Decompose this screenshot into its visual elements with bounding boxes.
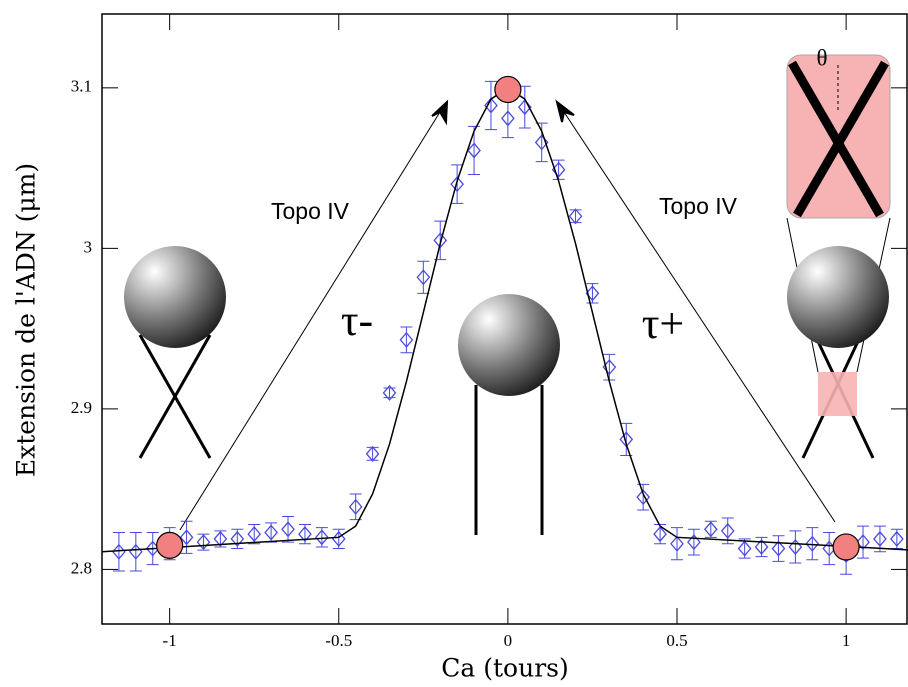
data-point xyxy=(568,208,583,225)
error-bar xyxy=(569,209,582,224)
x-tick-label: 0.5 xyxy=(666,631,687,650)
data-point xyxy=(687,534,701,551)
data-point xyxy=(873,530,887,547)
error-bar xyxy=(873,525,886,553)
error-bar xyxy=(704,520,717,538)
y-axis-label: Extension de l'ADN (μm) xyxy=(12,163,41,477)
error-bar xyxy=(857,525,870,559)
data-point xyxy=(112,543,126,560)
arrow xyxy=(563,111,836,523)
error-bar xyxy=(112,532,125,572)
error-bar xyxy=(772,535,785,562)
data-point xyxy=(467,142,481,159)
dna-strand xyxy=(793,60,889,218)
y-tick-label: 2.8 xyxy=(71,558,92,577)
data-point xyxy=(298,526,312,543)
data-point xyxy=(636,489,651,506)
data-point xyxy=(517,99,532,116)
error-bar xyxy=(501,98,514,139)
x-tick-label: -1 xyxy=(163,631,177,650)
data-point xyxy=(703,521,718,538)
arrowhead xyxy=(431,99,449,126)
error-bar xyxy=(468,125,481,176)
zoom-region xyxy=(818,372,857,416)
arrow xyxy=(179,111,441,531)
data-point xyxy=(331,530,346,547)
data-point xyxy=(179,529,194,546)
error-bar xyxy=(282,515,295,543)
data-point xyxy=(230,530,245,547)
data-point xyxy=(501,110,515,127)
data-point xyxy=(348,498,363,515)
data-point xyxy=(771,540,786,557)
data-point xyxy=(585,285,600,302)
error-bar xyxy=(823,532,836,566)
data-point xyxy=(653,526,667,543)
plot-frame xyxy=(101,13,908,625)
annotation: θ xyxy=(816,45,827,70)
bead xyxy=(458,294,560,396)
data-point xyxy=(737,540,752,557)
error-bar xyxy=(484,80,497,131)
bead xyxy=(787,246,889,348)
data-point xyxy=(196,534,211,551)
data-point xyxy=(264,524,278,541)
data-point xyxy=(365,445,380,462)
annotation: τ- xyxy=(341,296,373,345)
data-point xyxy=(670,535,684,552)
data-point xyxy=(314,529,329,546)
error-bar xyxy=(180,520,193,554)
error-bar xyxy=(671,527,683,561)
data-point xyxy=(484,97,498,114)
data-point xyxy=(720,522,735,539)
data-point xyxy=(856,534,870,551)
data-point xyxy=(399,331,414,348)
error-bar xyxy=(789,530,802,564)
data-point xyxy=(805,535,820,552)
data-point xyxy=(754,538,769,555)
data-point xyxy=(213,530,228,547)
annotation: Topo IV xyxy=(271,198,350,224)
state-marker xyxy=(494,75,522,104)
state-marker xyxy=(832,533,860,561)
data-point xyxy=(450,176,465,193)
data-point xyxy=(281,521,295,538)
error-bar xyxy=(197,533,210,551)
y-tick-label: 3 xyxy=(84,237,93,256)
error-bar xyxy=(637,483,650,511)
error-bar xyxy=(417,260,430,294)
error-bar xyxy=(129,532,142,572)
state-marker xyxy=(156,531,184,559)
x-tick-label: -0.5 xyxy=(325,631,352,650)
arrowhead xyxy=(555,99,575,123)
y-tick-label: 2.9 xyxy=(71,398,92,417)
illustrations xyxy=(124,54,891,535)
error-bar xyxy=(366,446,379,461)
y-tick-label: 3.1 xyxy=(71,77,92,96)
annotation: Topo IV xyxy=(659,193,738,219)
data-point xyxy=(247,526,262,543)
x-axis-label: Ca (tours) xyxy=(441,654,568,683)
bead xyxy=(124,246,226,348)
data-point xyxy=(382,384,397,401)
error-bar xyxy=(400,326,413,354)
data-point xyxy=(416,269,431,286)
error-bar xyxy=(451,164,464,204)
annotation: τ+ xyxy=(642,299,685,348)
data-point xyxy=(889,530,904,547)
data-point xyxy=(433,232,448,249)
x-tick-label: 0 xyxy=(504,631,513,650)
dna-strand xyxy=(138,334,212,459)
x-tick-label: 1 xyxy=(842,631,851,650)
error-bar xyxy=(349,493,362,521)
error-bar xyxy=(806,527,819,561)
data-point xyxy=(534,134,549,151)
error-bar xyxy=(687,528,700,556)
error-bar xyxy=(383,387,396,399)
